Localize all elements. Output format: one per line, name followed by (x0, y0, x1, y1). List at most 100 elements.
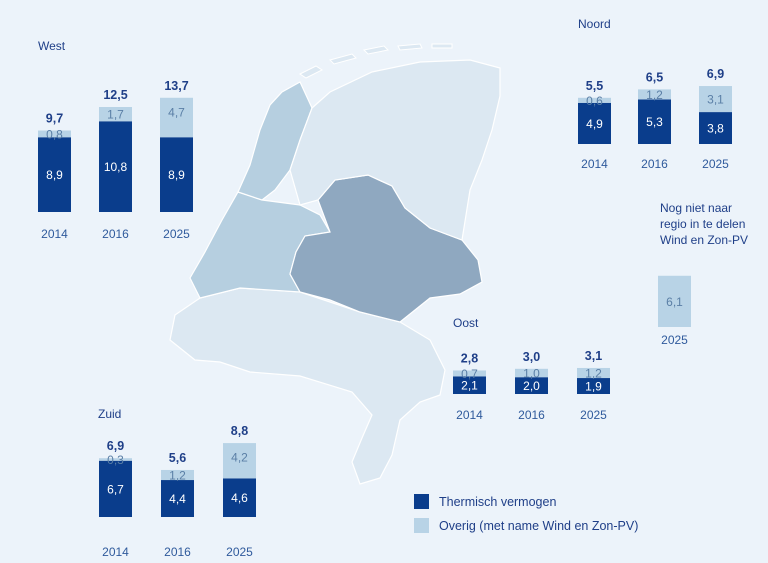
data-label: 3,8 (707, 122, 724, 136)
bar-segment-other (515, 368, 548, 378)
bar-segment-thermal (638, 99, 671, 144)
data-label: 4,2 (231, 451, 248, 465)
bar-segment-thermal (699, 112, 732, 144)
chart-nog: Nog niet naar regio in te delen Wind en Zo… (658, 201, 748, 347)
chart-zuid: Zuid 6,7 0,36,9 2014 4,4 1,2 5,6 2016 4,6 4,2 8,8 2… (98, 407, 256, 559)
chart-noord: Noord 4,9 0,65,5 2014 5,3 1,2 6,5 2016 3,8 3,1 6,9… (578, 17, 732, 171)
data-label: 0,3 (107, 453, 124, 467)
total-label: 5,6 (169, 451, 186, 465)
bar-segment-other (99, 107, 132, 122)
category-label: 2025 (226, 545, 253, 559)
data-label: 4,4 (169, 492, 186, 506)
data-label: 1,9 (585, 380, 602, 394)
chart-title: Oost (453, 316, 479, 330)
bar-segment-thermal (160, 137, 193, 212)
data-label: 10,8 (104, 160, 128, 174)
legend-label-other: Overig (met name Wind en Zon-PV) (439, 518, 639, 533)
legend-swatch-thermal (414, 494, 429, 509)
category-label: 2025 (661, 333, 688, 347)
data-label: 4,6 (231, 491, 248, 505)
data-label: 2,1 (461, 379, 478, 393)
chart-title: regio in te delen (660, 217, 745, 231)
category-label: 2014 (456, 408, 483, 422)
category-label: 2025 (702, 157, 729, 171)
map-island (362, 45, 390, 55)
total-label: 12,5 (103, 88, 127, 102)
bar-segment-thermal (515, 377, 548, 394)
data-label: 8,9 (46, 168, 63, 182)
bar-segment-thermal (38, 137, 71, 212)
total-label: 8,8 (231, 424, 248, 438)
data-label: 6,7 (107, 482, 124, 496)
total-label: 6,9 (107, 439, 124, 453)
bar-segment-other (161, 469, 194, 481)
data-label: 1,7 (107, 108, 124, 122)
bar-segment-thermal (99, 460, 132, 517)
category-label: 2016 (518, 408, 545, 422)
map-region-north (289, 59, 501, 241)
data-label: 6,1 (666, 295, 683, 309)
bar-segment-other (99, 458, 132, 461)
data-label: 4,7 (168, 105, 185, 119)
bar-segment-other (223, 443, 256, 479)
chart-west: West 8,9 0,89,7 2014 10,8 1,7 12,5 2016 8,9 4,7 13… (38, 39, 193, 241)
total-label: 5,5 (586, 79, 603, 93)
bar-segment-thermal (578, 102, 611, 144)
category-label: 2014 (102, 545, 129, 559)
bar-segment-thermal (99, 121, 132, 212)
category-label: 2016 (102, 227, 129, 241)
bar-segment-other (453, 370, 486, 377)
bar-segment-other (699, 86, 732, 113)
data-label: 5,3 (646, 115, 663, 129)
category-label: 2014 (581, 157, 608, 171)
data-label: 3,1 (707, 93, 724, 107)
data-label: 4,9 (586, 117, 603, 131)
netherlands-map (169, 43, 501, 485)
regional-charts: West 8,9 0,89,7 2014 10,8 1,7 12,5 2016 8,9 4,7 13… (38, 17, 748, 559)
bar-segment-thermal (577, 378, 610, 394)
bar-segment-other (577, 367, 610, 379)
category-label: 2016 (164, 545, 191, 559)
data-label: 0,8 (46, 127, 63, 141)
chart-title: Zuid (98, 407, 121, 421)
bar-segment-other (38, 130, 71, 138)
bar-segment-other (160, 97, 193, 138)
category-label: 2025 (580, 408, 607, 422)
map-island (431, 43, 453, 49)
chart-title: West (38, 39, 66, 53)
bar-segment-thermal (223, 478, 256, 517)
total-label: 2,8 (461, 351, 478, 365)
data-label: 0,7 (461, 367, 478, 381)
total-label: 9,7 (46, 112, 63, 126)
data-label: 8,9 (168, 168, 185, 182)
chart-title: Noord (578, 17, 611, 31)
data-label: 1,0 (523, 367, 540, 381)
legend-item-other: Overig (met name Wind en Zon-PV) (414, 518, 638, 533)
bar-segment-other (638, 89, 671, 100)
total-label: 6,9 (707, 67, 724, 81)
data-label: 2,0 (523, 379, 540, 393)
total-label: 13,7 (164, 79, 188, 93)
chart-title: Nog niet naar (660, 201, 732, 215)
category-label: 2014 (41, 227, 68, 241)
data-label: 1,2 (646, 88, 663, 102)
bar-segment-thermal (161, 480, 194, 517)
bar-segment-thermal (453, 376, 486, 394)
legend-swatch-other (414, 518, 429, 533)
bar-segment-other (658, 275, 691, 327)
category-label: 2025 (163, 227, 190, 241)
map-island (329, 53, 357, 65)
bar-segment-other (578, 97, 611, 103)
legend-item-thermal: Thermisch vermogen (414, 494, 556, 509)
legend-label-thermal: Thermisch vermogen (439, 494, 557, 509)
map-region-north-holland (237, 81, 313, 201)
category-label: 2016 (641, 157, 668, 171)
chart-title: Wind en Zon-PV (660, 233, 748, 247)
data-label: 1,2 (585, 367, 602, 381)
total-label: 3,1 (585, 349, 602, 363)
data-label: 0,6 (586, 94, 603, 108)
chart-oost: Oost 2,10,7 2,8 2014 2,01,0 3,0 2016 1,91,2 3,1 2… (453, 316, 610, 422)
total-label: 3,0 (523, 350, 540, 364)
total-label: 6,5 (646, 70, 663, 84)
